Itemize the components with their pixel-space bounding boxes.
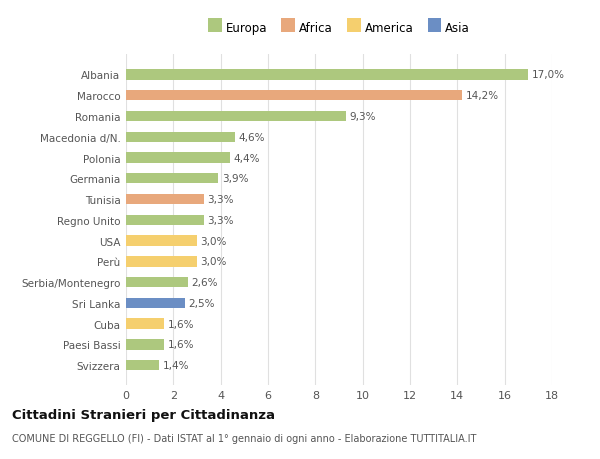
Bar bbox=[126, 298, 185, 308]
Text: Cittadini Stranieri per Cittadinanza: Cittadini Stranieri per Cittadinanza bbox=[12, 408, 275, 421]
Text: 3,0%: 3,0% bbox=[200, 236, 227, 246]
Text: COMUNE DI REGGELLO (FI) - Dati ISTAT al 1° gennaio di ogni anno - Elaborazione T: COMUNE DI REGGELLO (FI) - Dati ISTAT al … bbox=[12, 433, 476, 442]
Bar bbox=[126, 215, 204, 225]
Text: 1,6%: 1,6% bbox=[167, 319, 194, 329]
Bar bbox=[126, 195, 204, 205]
Text: 2,5%: 2,5% bbox=[189, 298, 215, 308]
Bar bbox=[126, 340, 164, 350]
Text: 3,0%: 3,0% bbox=[200, 257, 227, 267]
Bar bbox=[126, 70, 529, 80]
Bar bbox=[126, 360, 159, 370]
Bar bbox=[126, 174, 218, 184]
Bar bbox=[126, 132, 235, 143]
Bar bbox=[126, 257, 197, 267]
Bar bbox=[126, 319, 164, 329]
Text: 3,3%: 3,3% bbox=[208, 215, 234, 225]
Text: 3,3%: 3,3% bbox=[208, 195, 234, 205]
Legend: Europa, Africa, America, Asia: Europa, Africa, America, Asia bbox=[205, 18, 473, 38]
Bar bbox=[126, 277, 188, 288]
Text: 4,6%: 4,6% bbox=[238, 133, 265, 142]
Text: 14,2%: 14,2% bbox=[466, 91, 499, 101]
Text: 3,9%: 3,9% bbox=[222, 174, 248, 184]
Text: 2,6%: 2,6% bbox=[191, 278, 218, 287]
Text: 17,0%: 17,0% bbox=[532, 70, 565, 80]
Bar bbox=[126, 153, 230, 163]
Text: 1,6%: 1,6% bbox=[167, 340, 194, 350]
Bar bbox=[126, 112, 346, 122]
Bar bbox=[126, 91, 462, 101]
Text: 1,4%: 1,4% bbox=[163, 360, 189, 370]
Bar bbox=[126, 236, 197, 246]
Text: 4,4%: 4,4% bbox=[233, 153, 260, 163]
Text: 9,3%: 9,3% bbox=[350, 112, 376, 122]
